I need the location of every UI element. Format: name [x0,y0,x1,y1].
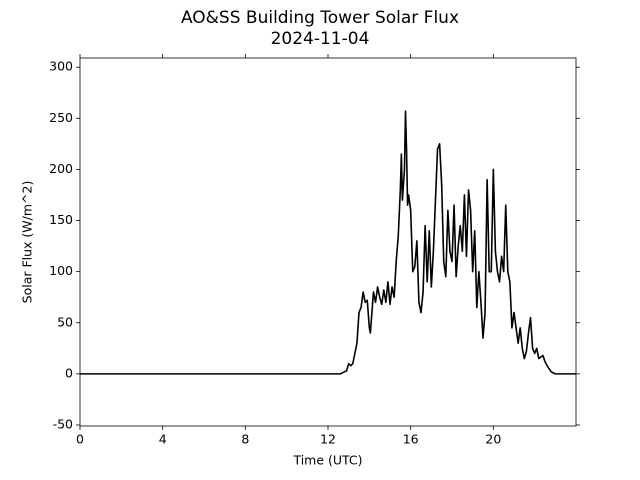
plot-frame [79,57,577,427]
x-tick-label: 0 [76,432,84,447]
chart-subtitle: 2024-11-04 [271,29,370,49]
y-tick-label: 150 [49,212,73,227]
chart-title: AO&SS Building Tower Solar Flux [181,8,459,28]
x-tick-label: 4 [159,432,167,447]
x-tick-label: 16 [403,432,419,447]
x-axis-label: Time (UTC) [292,453,362,468]
y-tick-label: 50 [57,314,73,329]
x-tick-label: 12 [320,432,336,447]
y-tick-label: 250 [49,110,73,125]
y-tick-label: 100 [49,263,73,278]
y-tick-label: 200 [49,161,73,176]
y-tick-label: 0 [65,365,73,380]
y-tick-label: 300 [49,59,73,74]
y-axis-label: Solar Flux (W/m^2) [20,181,35,304]
x-tick-label: 20 [485,432,501,447]
y-tick-label: -50 [53,416,73,431]
data-line [80,110,576,375]
x-tick-label: 8 [241,432,249,447]
